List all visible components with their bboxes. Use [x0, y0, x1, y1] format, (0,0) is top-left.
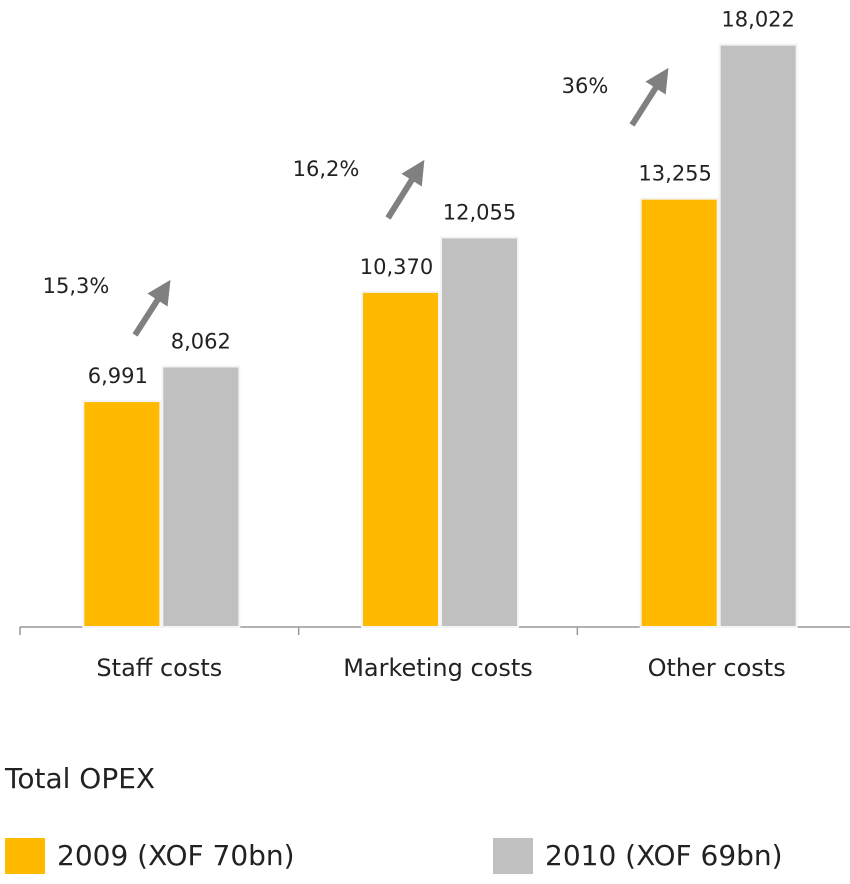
- bar: [440, 236, 519, 628]
- legend-label: 2010 (XOF 69bn): [545, 839, 783, 872]
- legend-swatch: [493, 838, 533, 874]
- legend-label: 2009 (XOF 70bn): [57, 839, 295, 872]
- x-tick-label: Staff costs: [96, 654, 222, 682]
- annotation: 16,2%: [293, 157, 360, 181]
- arrow: [385, 159, 425, 220]
- legend-swatch: [5, 838, 45, 874]
- annotation: 15,3%: [43, 274, 110, 298]
- bar: [161, 365, 241, 628]
- bar: [82, 400, 162, 628]
- arrow: [132, 279, 171, 337]
- value-label: 10,370: [360, 255, 433, 279]
- bar: [361, 290, 440, 628]
- value-label: 12,055: [443, 200, 516, 224]
- x-tick-label: Other costs: [648, 654, 786, 682]
- legend-title: Total OPEX: [4, 762, 155, 795]
- bar: [639, 197, 719, 628]
- value-label: 13,255: [638, 162, 711, 186]
- bar: [718, 43, 798, 628]
- value-label: 8,062: [171, 329, 231, 353]
- value-label: 6,991: [88, 364, 148, 388]
- x-tick-label: Marketing costs: [343, 654, 533, 682]
- value-label: 18,022: [721, 8, 794, 32]
- arrow: [629, 67, 669, 127]
- annotation: 36%: [562, 74, 609, 98]
